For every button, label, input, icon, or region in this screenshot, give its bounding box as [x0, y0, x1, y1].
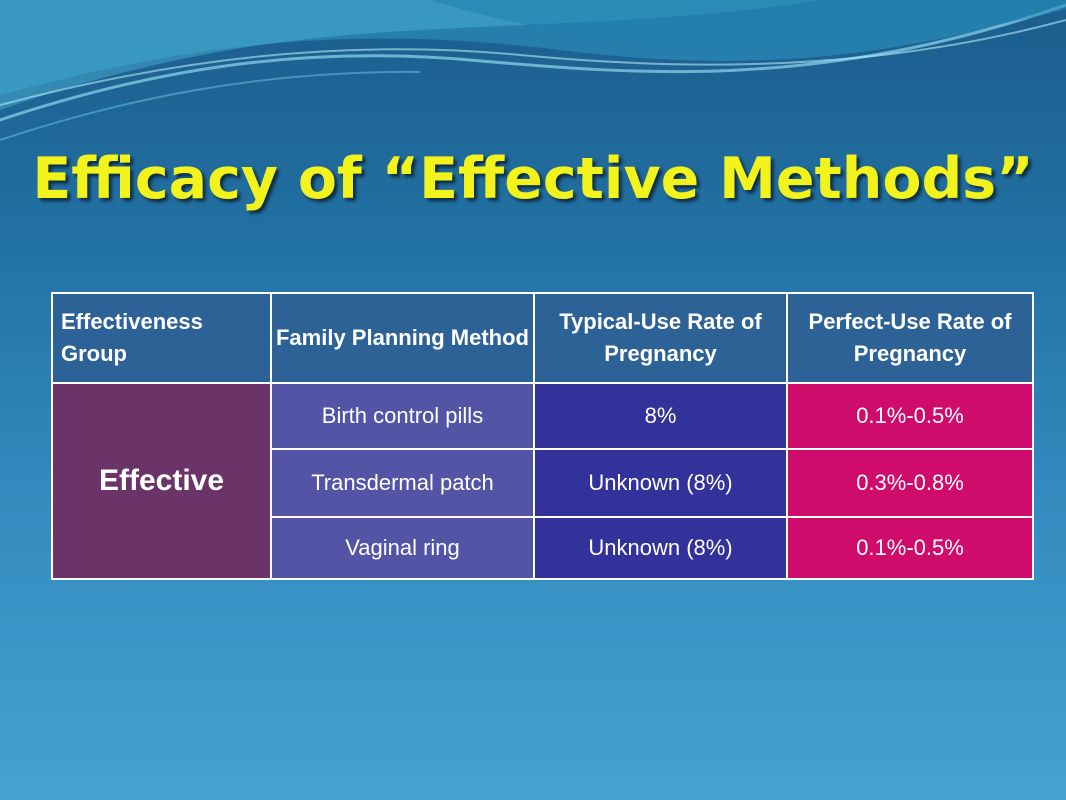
table-row: Transdermal patch Unknown (8%) 0.3%-0.8% — [52, 448, 1034, 518]
header-effectiveness-group: Effectiveness Group — [51, 292, 272, 384]
method-cell: Vaginal ring — [270, 516, 535, 580]
header-perfect-use-rate: Perfect-Use Rate of Pregnancy — [786, 292, 1034, 384]
header-family-planning-method: Family Planning Method — [270, 292, 535, 384]
decorative-waves — [0, 0, 1066, 141]
slide-title: Efficacy of “Effective Methods” — [32, 146, 1034, 212]
table-row: Vaginal ring Unknown (8%) 0.1%-0.5% — [52, 516, 1034, 580]
effectiveness-group-cell: Effective — [51, 382, 272, 580]
table-header-row: Effectiveness Group Family Planning Meth… — [51, 292, 1034, 384]
table-row: Effective Birth control pills 8% 0.1%-0.… — [51, 382, 1034, 580]
perfect-use-cell: 0.1%-0.5% — [786, 516, 1034, 580]
perfect-use-cell: 0.1%-0.5% — [786, 382, 1034, 450]
method-cell: Birth control pills — [270, 382, 535, 450]
header-typical-use-rate: Typical-Use Rate of Pregnancy — [533, 292, 788, 384]
efficacy-table: Effectiveness Group Family Planning Meth… — [51, 292, 1034, 580]
typical-use-cell: 8% — [533, 382, 788, 450]
method-cell: Transdermal patch — [270, 448, 535, 518]
efficacy-table-container: Effectiveness Group Family Planning Meth… — [51, 292, 1034, 580]
typical-use-cell: Unknown (8%) — [533, 516, 788, 580]
typical-use-cell: Unknown (8%) — [533, 448, 788, 518]
perfect-use-cell: 0.3%-0.8% — [786, 448, 1034, 518]
